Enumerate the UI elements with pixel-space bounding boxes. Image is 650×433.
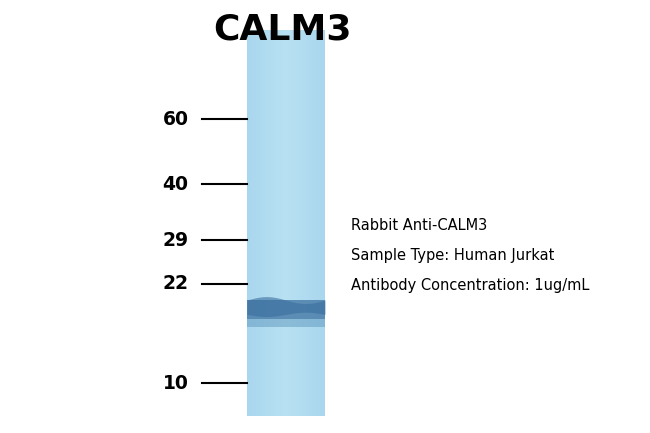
Text: Antibody Concentration: 1ug/mL: Antibody Concentration: 1ug/mL — [351, 278, 590, 293]
Bar — [286, 30, 287, 416]
Bar — [294, 30, 295, 416]
Bar — [281, 30, 282, 416]
Bar — [307, 30, 308, 416]
Bar — [276, 30, 277, 416]
Bar — [312, 30, 313, 416]
Bar — [282, 30, 283, 416]
Bar — [291, 30, 292, 416]
Bar — [255, 30, 256, 416]
Text: 29: 29 — [162, 231, 188, 250]
Bar — [265, 30, 266, 416]
Bar — [303, 30, 304, 416]
Text: 22: 22 — [162, 274, 188, 293]
Bar — [274, 30, 276, 416]
Text: Rabbit Anti-CALM3: Rabbit Anti-CALM3 — [351, 218, 488, 233]
Bar — [247, 30, 248, 416]
Bar — [277, 30, 278, 416]
Bar — [292, 30, 294, 416]
Bar — [256, 30, 257, 416]
Bar — [264, 30, 265, 416]
Bar — [295, 30, 296, 416]
Bar — [260, 30, 261, 416]
Bar — [268, 30, 269, 416]
Bar — [304, 30, 306, 416]
Bar — [280, 30, 281, 416]
Bar — [308, 30, 309, 416]
Bar — [251, 30, 252, 416]
Bar — [250, 30, 251, 416]
Text: CALM3: CALM3 — [213, 13, 352, 47]
Text: 10: 10 — [162, 374, 188, 393]
Bar — [278, 30, 280, 416]
Bar — [247, 319, 325, 327]
Bar — [261, 30, 263, 416]
Bar — [247, 300, 325, 319]
Bar — [318, 30, 320, 416]
Bar — [270, 30, 272, 416]
Bar — [269, 30, 270, 416]
Bar — [311, 30, 312, 416]
Bar — [283, 30, 285, 416]
Text: 40: 40 — [162, 174, 188, 194]
Text: 60: 60 — [162, 110, 188, 129]
Bar — [302, 30, 303, 416]
Text: Sample Type: Human Jurkat: Sample Type: Human Jurkat — [351, 248, 554, 263]
Bar — [252, 30, 254, 416]
Bar — [257, 30, 259, 416]
Bar — [296, 30, 298, 416]
Bar — [320, 30, 321, 416]
Bar — [300, 30, 302, 416]
Bar — [272, 30, 273, 416]
Bar — [315, 30, 316, 416]
Bar — [324, 30, 325, 416]
Bar — [248, 30, 250, 416]
Bar — [287, 30, 289, 416]
Bar — [254, 30, 255, 416]
Bar — [290, 30, 291, 416]
Bar — [273, 30, 274, 416]
Bar — [316, 30, 317, 416]
Bar — [322, 30, 324, 416]
Bar — [309, 30, 311, 416]
Bar — [321, 30, 322, 416]
Bar — [317, 30, 318, 416]
Bar — [313, 30, 315, 416]
Bar — [306, 30, 307, 416]
Bar — [285, 30, 286, 416]
Bar — [298, 30, 299, 416]
Bar — [263, 30, 264, 416]
Bar — [299, 30, 300, 416]
Bar — [266, 30, 268, 416]
Bar — [289, 30, 290, 416]
Bar — [259, 30, 260, 416]
